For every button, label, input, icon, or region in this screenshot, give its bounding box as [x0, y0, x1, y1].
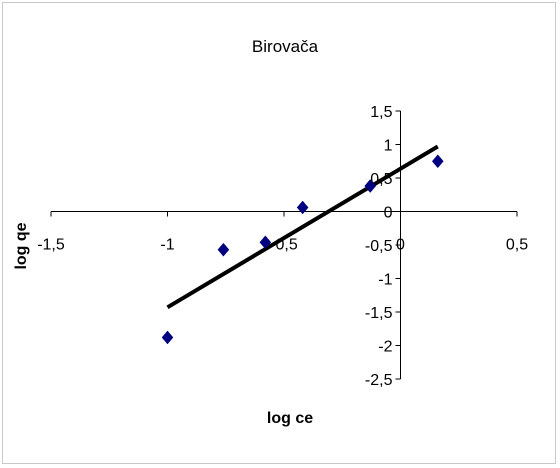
- x-tick-label: -1,5: [37, 237, 65, 254]
- y-axis-title: log qe: [13, 222, 30, 269]
- y-tick-label: 1,5: [370, 104, 392, 121]
- data-point: [296, 200, 309, 215]
- data-point: [161, 330, 174, 345]
- y-tick-label: -1: [378, 272, 392, 289]
- data-point: [217, 242, 230, 257]
- chart-frame: [2, 2, 556, 464]
- y-tick-label: 1: [384, 138, 393, 155]
- x-axis-title: log ce: [267, 410, 313, 427]
- data-point: [431, 154, 444, 169]
- x-tick-label: -1: [160, 237, 174, 254]
- chart-title: Birovača: [252, 37, 319, 56]
- plot-area: -1,5-1-0,500,51,510,50-0,5-1-1,5-2-2,5: [37, 104, 528, 389]
- data-point: [364, 179, 377, 193]
- y-tick-label: -2: [378, 339, 392, 356]
- y-tick-label: -0,5: [365, 238, 393, 255]
- x-tick-label: 0,5: [506, 237, 528, 254]
- x-tick-label: 0: [396, 237, 405, 254]
- trendline: [166, 144, 439, 310]
- y-tick-label: 0: [384, 205, 393, 222]
- data-point: [259, 235, 272, 250]
- y-tick-label: -2,5: [365, 372, 393, 389]
- y-tick-label: -1,5: [365, 305, 393, 322]
